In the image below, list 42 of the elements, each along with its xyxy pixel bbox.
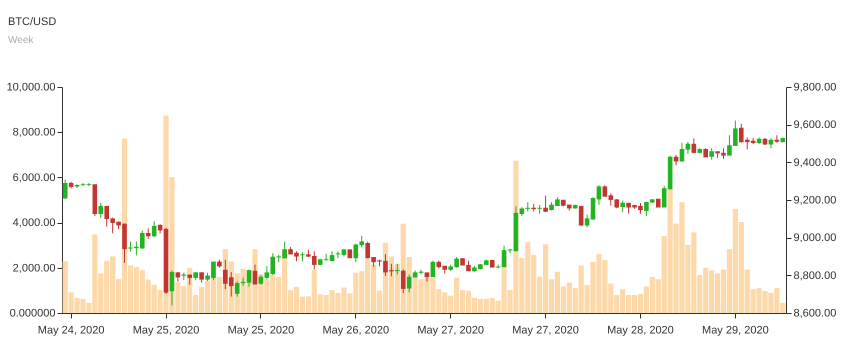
x-tick-label: May 27, 2020 — [417, 324, 484, 336]
x-tick-label: May 29, 2020 — [702, 324, 769, 336]
candlestick — [578, 206, 584, 226]
y-tick-label: 2,000.00 — [12, 262, 56, 274]
candlestick — [176, 272, 180, 282]
y2-tick-label: 9,000.00 — [794, 232, 836, 244]
x-tick-label: May 28, 2020 — [607, 324, 674, 336]
candlestick — [182, 272, 186, 280]
candlestick — [170, 270, 174, 306]
candlestick — [199, 272, 204, 283]
x-tick-label: May 25, 2020 — [132, 324, 200, 336]
candlestick — [620, 200, 625, 213]
candlestick — [768, 138, 774, 149]
candlestick — [146, 228, 151, 240]
candlestick — [152, 220, 156, 238]
y2-tick-label: 8,800.00 — [794, 270, 836, 282]
y-tick-label: 4,000.00 — [12, 217, 56, 230]
y2-tick-label: 9,800.00 — [794, 82, 836, 94]
candlestick — [252, 264, 258, 285]
candlestick — [98, 202, 104, 219]
chart-subtitle: Week — [8, 35, 34, 46]
x-tick-label: May 26, 2020 — [322, 324, 390, 336]
x-tick-label: May 24, 2020 — [38, 324, 104, 336]
chart-title: BTC/USD — [8, 16, 56, 28]
y2-tick-label: 9,600.00 — [794, 119, 836, 132]
y-tick-label: 8,000.00 — [12, 126, 56, 139]
candlestick — [400, 268, 406, 294]
y2-tick-label: 9,400.00 — [794, 156, 836, 169]
y-tick-label: 6,000.00 — [12, 172, 56, 184]
candlestick — [62, 178, 68, 200]
x-tick-label: May 25, 2020 — [228, 324, 294, 336]
candlestick — [709, 148, 714, 160]
x-tick-label: May 27, 2020 — [512, 324, 579, 336]
y2-tick-label: 9,200.00 — [794, 194, 836, 206]
candlestick — [674, 154, 678, 166]
candlestick — [543, 195, 548, 213]
candlestick — [395, 263, 400, 275]
candlestick — [300, 252, 305, 262]
y-tick-label: 0.000000 — [10, 308, 56, 320]
candlestick — [692, 138, 696, 154]
y2-tick-label: 8,600.00 — [794, 308, 836, 320]
y-tick-label: 10,000.00 — [6, 82, 56, 94]
